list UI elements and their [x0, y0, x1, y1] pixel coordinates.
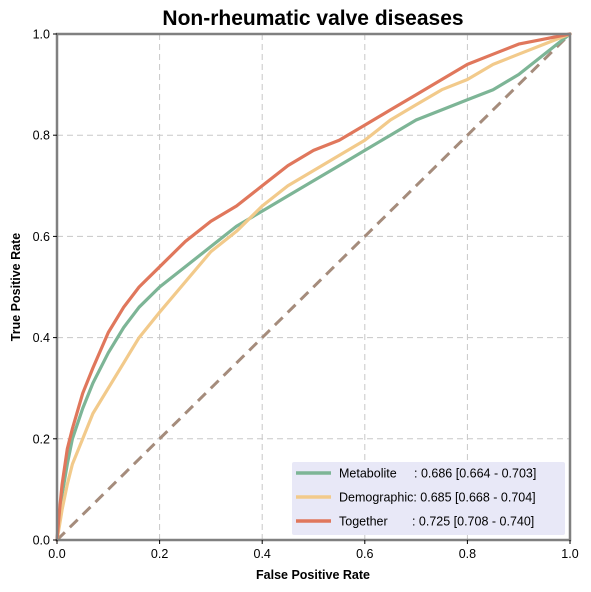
legend-label-together: Together : 0.725 [0.708 - 0.740] — [339, 515, 534, 529]
roc-curve-together — [55, 32, 572, 542]
grid-lines — [57, 34, 570, 540]
x-axis-label: False Positive Rate — [256, 568, 370, 582]
y-tick-label: 0.4 — [33, 331, 50, 345]
x-tick-label: 0.8 — [459, 547, 476, 561]
legend-label-demographic: Demographic: 0.685 [0.668 - 0.704] — [339, 491, 536, 505]
x-tick-label: 0.2 — [151, 547, 168, 561]
x-tick-label: 1.0 — [561, 547, 578, 561]
x-tick-label: 0.6 — [356, 547, 373, 561]
roc-curve-demographic — [55, 32, 572, 542]
legend-label-metabolite: Metabolite : 0.686 [0.664 - 0.703] — [339, 467, 536, 481]
y-tick-label: 0.6 — [33, 230, 50, 244]
axis-ticks: 0.0 0.2 0.4 0.6 0.8 1.0 0.0 0.2 0.4 0.6 0.8 1.0 — [33, 28, 579, 562]
legend-box — [292, 462, 565, 535]
x-tick-label: 0.4 — [254, 547, 271, 561]
y-tick-label: 0.0 — [33, 534, 50, 548]
legend: Metabolite : 0.686 [0.664 - 0.703] Demogr… — [292, 462, 565, 535]
y-tick-label: 0.8 — [33, 129, 50, 143]
x-tick-label: 0.0 — [48, 547, 65, 561]
series-lines — [55, 32, 572, 542]
plot-frame — [55, 32, 572, 542]
y-axis-label: True Positive Rate — [9, 233, 23, 341]
y-tick-label: 1.0 — [33, 28, 50, 42]
roc-curve-metabolite — [55, 32, 572, 542]
chance-reference-line — [55, 32, 572, 542]
y-tick-label: 0.2 — [33, 432, 50, 446]
chart-title: Non-rheumatic valve diseases — [162, 7, 463, 30]
